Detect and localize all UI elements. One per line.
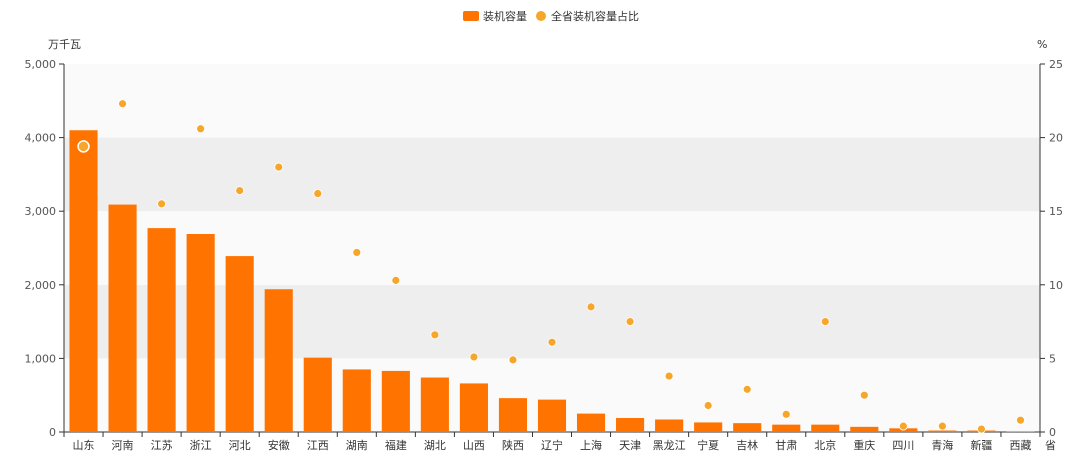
bar bbox=[109, 205, 137, 432]
scatter-point bbox=[665, 372, 673, 380]
x-tick-label: 湖南 bbox=[346, 439, 368, 452]
x-tick-label: 山西 bbox=[463, 439, 485, 452]
legend-swatch-scatter[interactable] bbox=[536, 11, 546, 21]
x-tick-label: 甘肃 bbox=[775, 439, 797, 452]
scatter-point bbox=[158, 200, 166, 208]
bar bbox=[460, 383, 488, 432]
scatter-point bbox=[977, 425, 985, 433]
x-tick-label: 陕西 bbox=[502, 438, 524, 452]
x-tick-label: 浙江 bbox=[190, 439, 212, 452]
y-left-tick-label: 0 bbox=[49, 426, 56, 439]
x-tick-label: 湖北 bbox=[424, 439, 446, 452]
y-left-tick-label: 1,000 bbox=[25, 352, 57, 365]
scatter-point bbox=[704, 402, 712, 410]
scatter-point bbox=[431, 331, 439, 339]
bar bbox=[69, 130, 97, 432]
bar bbox=[538, 400, 566, 432]
legend[interactable]: 装机容量 全省装机容量占比 bbox=[463, 9, 639, 23]
y-right-tick-label: 0 bbox=[1049, 426, 1056, 439]
bar bbox=[226, 256, 254, 432]
bar bbox=[382, 371, 410, 432]
scatter-point bbox=[197, 125, 205, 133]
y-right-axis-title: % bbox=[1037, 38, 1047, 51]
scatter-point bbox=[470, 353, 478, 361]
bar bbox=[616, 418, 644, 432]
x-tick-label: 吉林 bbox=[736, 438, 758, 452]
bar bbox=[421, 378, 449, 432]
scatter-point bbox=[509, 356, 517, 364]
scatter-point bbox=[782, 410, 790, 418]
bar bbox=[343, 369, 371, 432]
bar bbox=[850, 427, 878, 432]
x-tick-label: 新疆 bbox=[970, 438, 992, 452]
grid-band bbox=[64, 138, 1040, 212]
x-tick-label: 河北 bbox=[229, 439, 251, 452]
x-tick-label: 福建 bbox=[385, 438, 407, 452]
bar bbox=[187, 234, 215, 432]
bar bbox=[265, 289, 293, 432]
bar bbox=[733, 423, 761, 432]
x-tick-label: 黑龙江 bbox=[653, 439, 686, 452]
y-right-tick-label: 20 bbox=[1049, 132, 1063, 145]
y-right-tick-label: 25 bbox=[1049, 58, 1063, 71]
bar bbox=[811, 425, 839, 432]
y-left-tick-label: 5,000 bbox=[25, 58, 57, 71]
y-left-tick-label: 3,000 bbox=[25, 205, 57, 218]
bar bbox=[499, 398, 527, 432]
bar bbox=[655, 419, 683, 432]
x-tick-label: 天津 bbox=[619, 439, 641, 452]
legend-swatch-bar[interactable] bbox=[463, 11, 479, 21]
scatter-point bbox=[548, 338, 556, 346]
x-tick-label: 江苏 bbox=[151, 439, 173, 452]
x-tick-label: 西藏 bbox=[1009, 439, 1031, 452]
x-tick-label: 山东 bbox=[73, 439, 95, 452]
scatter-point bbox=[392, 276, 400, 284]
x-tick-label: 安徽 bbox=[268, 438, 290, 452]
y-right-tick-label: 15 bbox=[1049, 205, 1063, 218]
scatter-point bbox=[587, 303, 595, 311]
x-tick-label: 江西 bbox=[307, 439, 329, 452]
scatter-point bbox=[938, 422, 946, 430]
scatter-point bbox=[899, 422, 907, 430]
x-tick-label: 青海 bbox=[931, 438, 953, 452]
x-axis-title: 省 bbox=[1045, 439, 1056, 452]
bar bbox=[772, 425, 800, 432]
legend-label-bar[interactable]: 装机容量 bbox=[483, 9, 527, 23]
x-tick-label: 宁夏 bbox=[697, 438, 719, 452]
x-tick-label: 北京 bbox=[814, 438, 836, 452]
scatter-point bbox=[353, 248, 361, 256]
scatter-point bbox=[314, 190, 322, 198]
scatter-point bbox=[821, 318, 829, 326]
bar bbox=[928, 431, 956, 432]
scatter-point bbox=[860, 391, 868, 399]
x-tick-label: 河南 bbox=[112, 439, 134, 452]
scatter-point bbox=[275, 163, 283, 171]
scatter-point bbox=[236, 187, 244, 195]
y-left-tick-label: 2,000 bbox=[25, 279, 57, 292]
scatter-point bbox=[78, 141, 89, 152]
x-tick-label: 辽宁 bbox=[541, 438, 563, 452]
legend-label-scatter[interactable]: 全省装机容量占比 bbox=[551, 9, 639, 23]
scatter-point bbox=[743, 385, 751, 393]
grid-band bbox=[64, 64, 1040, 138]
scatter-point bbox=[626, 318, 634, 326]
x-tick-label: 四川 bbox=[892, 439, 914, 452]
x-tick-label: 上海 bbox=[580, 438, 602, 452]
y-right-tick-label: 5 bbox=[1049, 352, 1056, 365]
bar bbox=[577, 414, 605, 432]
bar bbox=[694, 422, 722, 432]
scatter-point bbox=[1016, 416, 1024, 424]
bar bbox=[148, 228, 176, 432]
y-left-tick-label: 4,000 bbox=[25, 132, 57, 145]
bar bbox=[304, 358, 332, 432]
y-left-axis-title: 万千瓦 bbox=[48, 38, 81, 51]
x-tick-label: 重庆 bbox=[853, 438, 875, 452]
scatter-point bbox=[119, 100, 127, 108]
y-right-tick-label: 10 bbox=[1049, 279, 1063, 292]
